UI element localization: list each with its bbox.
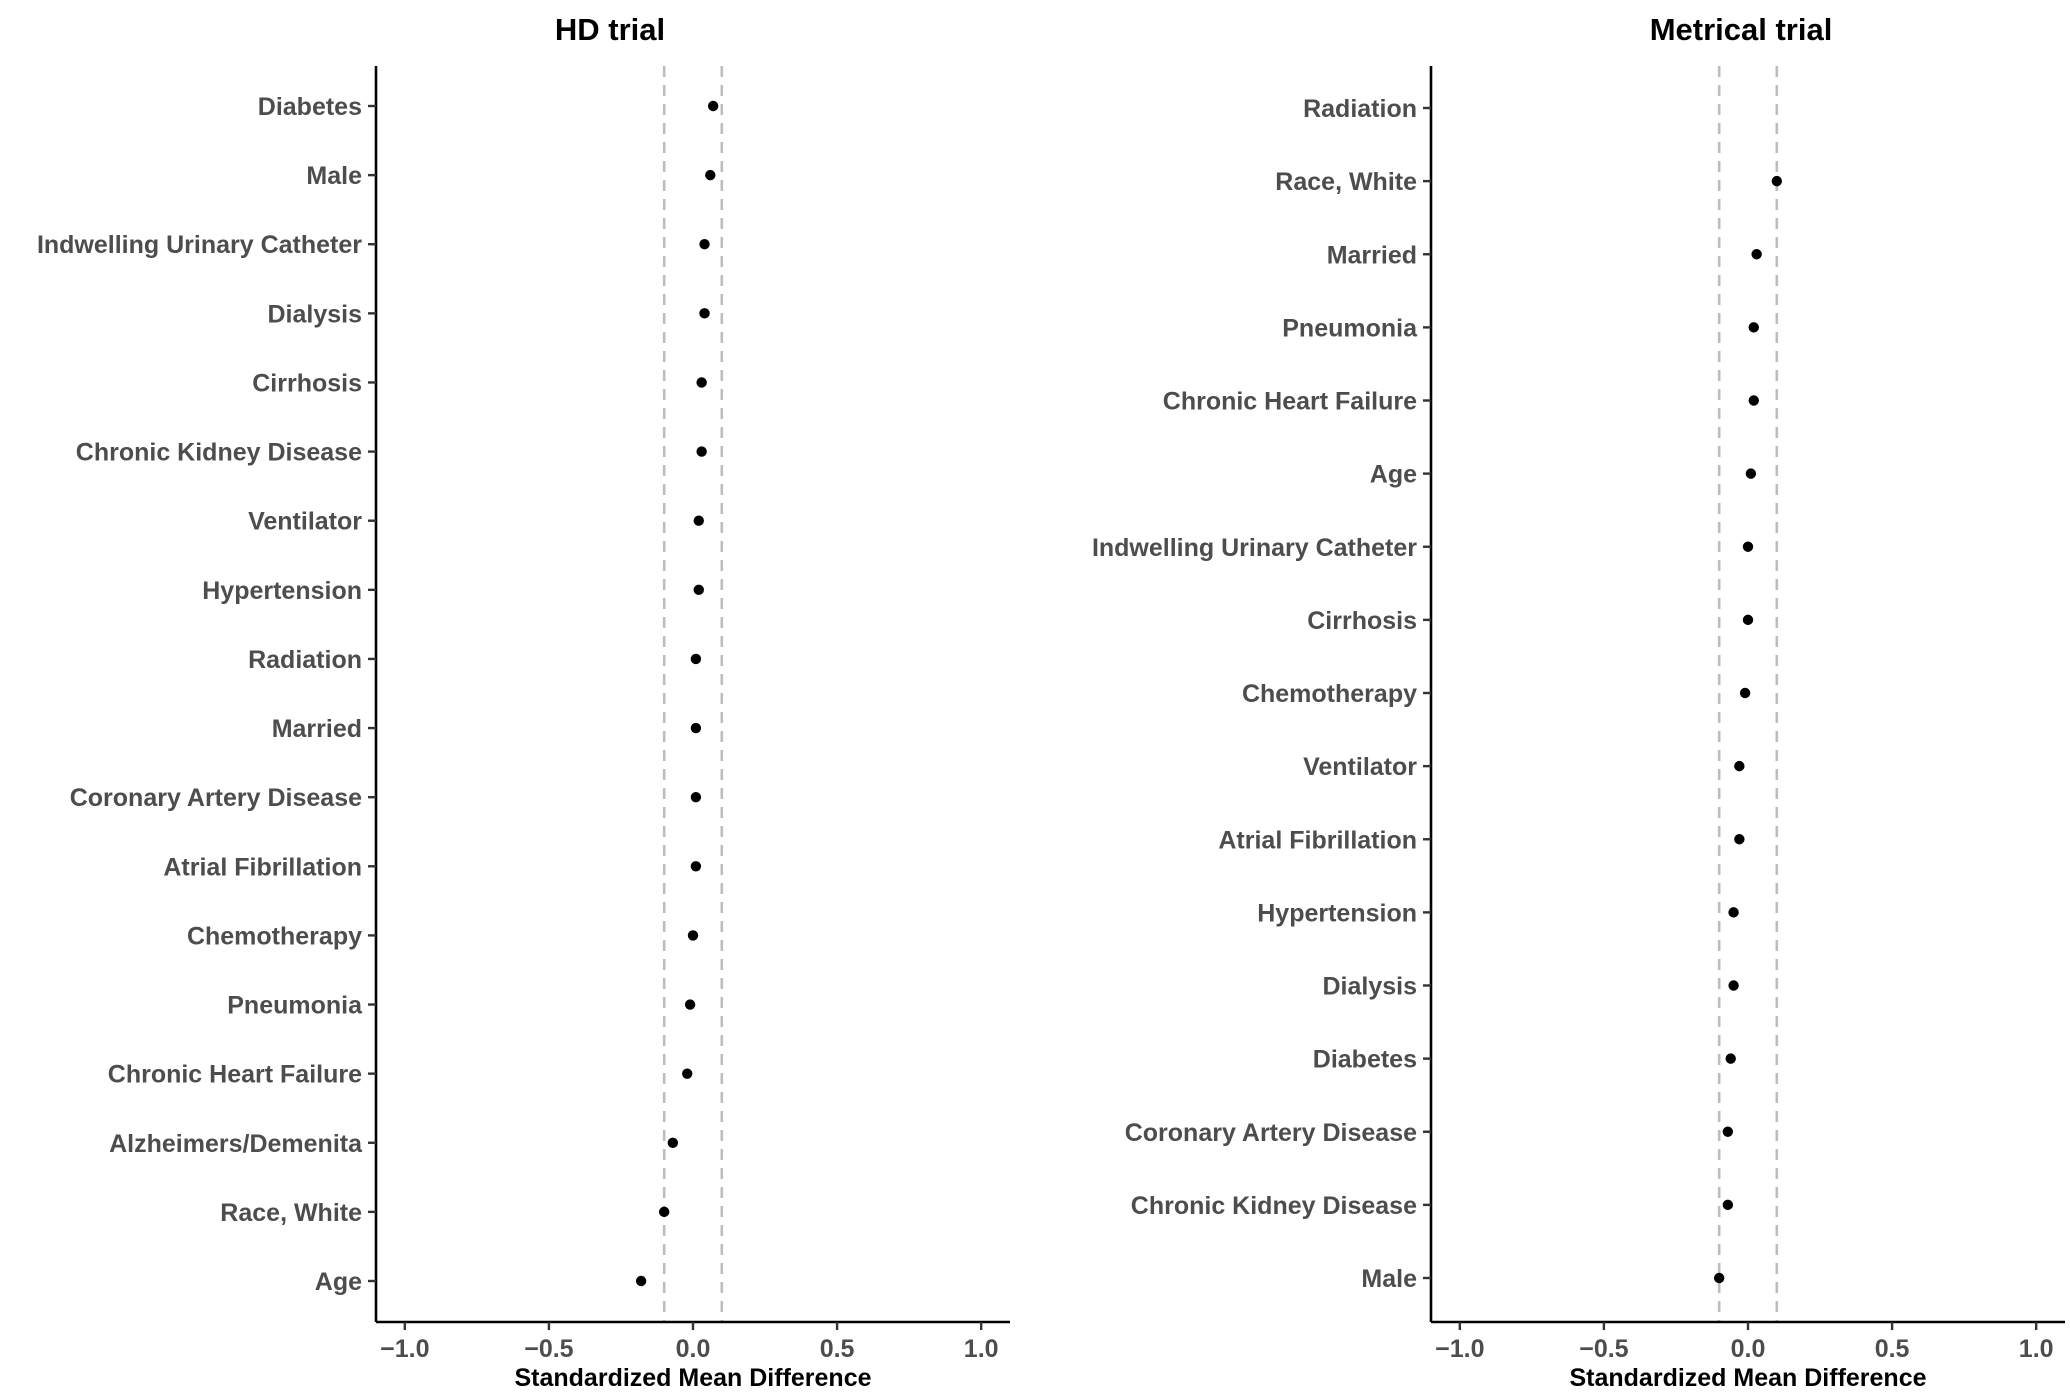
hd-trial-panel: HD trial −1.0 −0.5 0.0 0.5 1.0 Standardized Me… (37, 12, 1010, 1392)
x-tick-label: 0.0 (676, 1335, 711, 1363)
data-point (690, 653, 702, 665)
category-label: Male (1361, 1265, 1417, 1293)
category-label: Coronary Artery Disease (70, 784, 362, 812)
data-point (696, 377, 707, 388)
data-point (684, 999, 696, 1010)
data-point (690, 861, 702, 872)
data-point (1728, 980, 1739, 991)
data-point (690, 791, 702, 803)
category-label: Hypertension (1257, 899, 1417, 927)
category-label: Chronic Kidney Disease (1131, 1192, 1417, 1220)
data-point (707, 100, 719, 112)
category-label: Married (1327, 241, 1417, 269)
data-point (690, 722, 702, 734)
data-point (658, 1206, 670, 1218)
x-tick-label: −1.0 (380, 1335, 429, 1363)
data-point (693, 515, 704, 526)
data-point (1734, 834, 1745, 845)
category-label: Radiation (1303, 95, 1417, 123)
category-label: Race, White (220, 1199, 362, 1227)
category-label: Ventilator (1303, 753, 1417, 781)
x-tick-label: 1.0 (964, 1335, 999, 1363)
data-point (1751, 249, 1762, 260)
x-tick-label: 0.0 (1731, 1335, 1766, 1363)
data-point (1728, 907, 1739, 918)
x-axis-title: Standardized Mean Difference (514, 1364, 871, 1392)
panel-title: HD trial (555, 12, 665, 47)
data-point (696, 446, 707, 457)
category-label: Pneumonia (227, 992, 363, 1020)
x-tick-label: −1.0 (1435, 1335, 1484, 1363)
data-point (1742, 541, 1754, 552)
data-point (1748, 395, 1759, 406)
category-label: Married (272, 715, 362, 743)
x-tick-label: 1.0 (2019, 1335, 2054, 1363)
data-point (693, 584, 704, 596)
category-label: Male (306, 162, 362, 190)
x-axis-title: Standardized Mean Difference (1569, 1364, 1926, 1392)
data-point (699, 239, 710, 250)
category-label: Atrial Fibrillation (1218, 826, 1417, 854)
data-point (699, 308, 710, 319)
panel-title: Metrical trial (1650, 12, 1833, 47)
category-label: Alzheimers/Demenita (109, 1130, 363, 1158)
category-label: Diabetes (258, 93, 362, 121)
category-label: Cirrhosis (1307, 607, 1417, 635)
data-point (635, 1275, 647, 1287)
category-label: Hypertension (202, 577, 362, 605)
category-label: Atrial Fibrillation (163, 853, 362, 881)
category-label: Dialysis (267, 300, 362, 328)
data-point (1722, 1126, 1734, 1137)
data-point (1742, 614, 1754, 626)
metrical-trial-panel: Metrical trial −1.0 −0.5 0.0 0.5 1.0 Standardi… (1092, 12, 2065, 1392)
category-label: Dialysis (1322, 973, 1417, 1001)
data-point (705, 169, 716, 181)
category-label: Age (1370, 461, 1417, 489)
category-label: Cirrhosis (252, 369, 362, 397)
category-label: Indwelling Urinary Catheter (37, 231, 362, 259)
x-tick-label: 0.5 (1875, 1335, 1910, 1363)
category-label: Indwelling Urinary Catheter (1092, 534, 1417, 562)
data-point (1722, 1199, 1734, 1211)
data-point (1725, 1053, 1736, 1064)
data-point (682, 1068, 693, 1079)
category-label: Coronary Artery Disease (1125, 1119, 1417, 1147)
category-label: Chronic Heart Failure (108, 1061, 362, 1089)
category-label: Age (315, 1268, 362, 1296)
category-label: Radiation (248, 646, 362, 674)
category-label: Pneumonia (1282, 314, 1418, 342)
data-point (687, 930, 699, 941)
category-label: Chemotherapy (187, 922, 362, 950)
category-label: Chronic Kidney Disease (76, 439, 362, 467)
data-point (667, 1137, 679, 1148)
category-label: Ventilator (248, 508, 362, 536)
category-label: Chemotherapy (1242, 680, 1417, 708)
category-label: Diabetes (1313, 1046, 1417, 1074)
data-point (1745, 468, 1757, 479)
data-point (1713, 1272, 1725, 1284)
data-point (1748, 322, 1759, 333)
x-tick-label: −0.5 (524, 1335, 573, 1363)
category-label: Chronic Heart Failure (1163, 388, 1417, 416)
data-point (1734, 760, 1745, 772)
data-point (1771, 175, 1783, 187)
x-tick-label: −0.5 (1579, 1335, 1628, 1363)
category-label: Race, White (1275, 168, 1417, 196)
data-point (1739, 687, 1751, 699)
x-tick-label: 0.5 (820, 1335, 855, 1363)
